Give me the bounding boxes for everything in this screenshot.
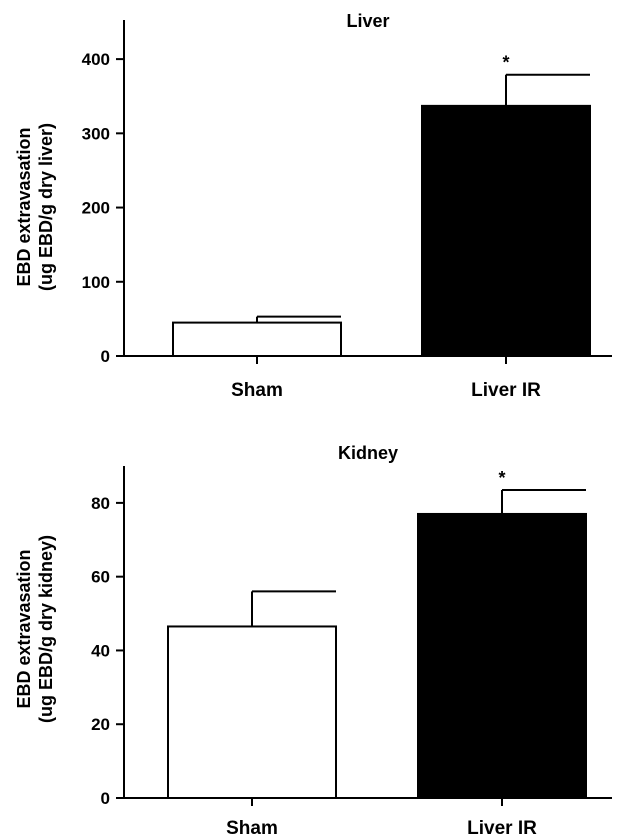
kidney-x-tick-label: Sham <box>226 818 278 836</box>
kidney-y-tick-label: 0 <box>101 789 110 808</box>
kidney-x-ticks: Sham Liver IR <box>226 798 537 836</box>
kidney-chart-title: Kidney <box>338 443 398 463</box>
kidney-y-tick-label: 40 <box>91 641 110 660</box>
liver-y-axis-label-line1: EBD extravasation <box>14 127 34 286</box>
kidney-y-tick-label: 20 <box>91 715 110 734</box>
kidney-y-ticks: 0 20 40 60 80 <box>91 494 124 808</box>
liver-x-tick-label: Sham <box>231 380 283 401</box>
liver-x-ticks: Sham Liver IR <box>231 356 541 401</box>
kidney-bar-liver-ir <box>417 512 587 799</box>
liver-significance-marker: * <box>502 53 509 73</box>
kidney-chart-panel: Kidney EBD extravasation (ug EBD/g dry k… <box>14 443 612 836</box>
liver-y-tick-label: 300 <box>82 124 110 143</box>
liver-y-ticks: 0 100 200 300 400 <box>82 50 124 366</box>
kidney-y-tick-label: 60 <box>91 568 110 587</box>
liver-chart-panel: Liver EBD extravasation (ug EBD/g dry li… <box>14 11 612 401</box>
liver-bar-liver-ir <box>421 104 591 357</box>
kidney-y-axis-label-line2: (ug EBD/g dry kidney) <box>36 535 56 723</box>
kidney-y-axis-label-line1: EBD extravasation <box>14 549 34 708</box>
kidney-significance-marker: * <box>498 468 505 488</box>
liver-y-tick-label: 0 <box>101 347 110 366</box>
liver-bars: * <box>172 53 591 358</box>
liver-x-tick-label: Liver IR <box>471 380 541 401</box>
kidney-y-tick-label: 80 <box>91 494 110 513</box>
liver-y-tick-label: 200 <box>82 199 110 218</box>
liver-chart-title: Liver <box>346 11 389 31</box>
kidney-bar-sham <box>167 625 337 800</box>
kidney-x-tick-label: Liver IR <box>467 818 537 836</box>
liver-bar-sham <box>172 321 342 358</box>
liver-y-tick-label: 400 <box>82 50 110 69</box>
liver-y-tick-label: 100 <box>82 273 110 292</box>
liver-y-axis-label-line2: (ug EBD/g dry liver) <box>36 123 56 291</box>
kidney-bars: * <box>167 468 587 800</box>
